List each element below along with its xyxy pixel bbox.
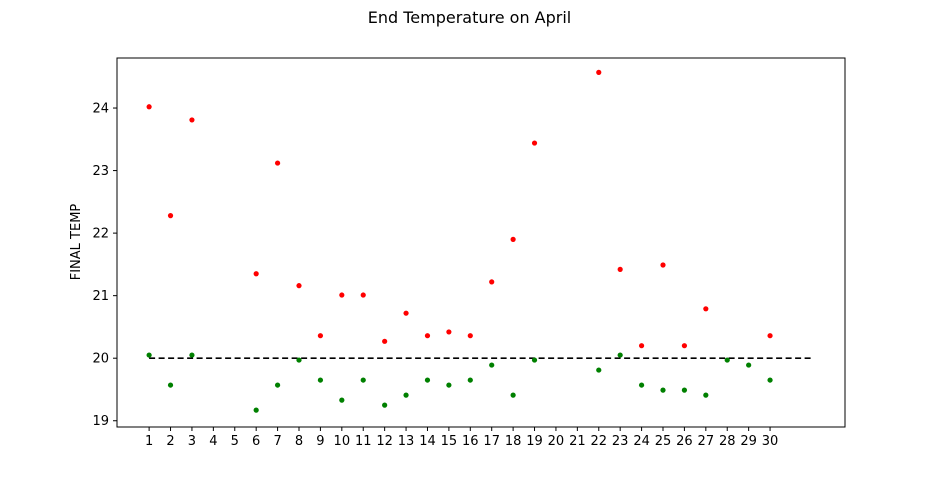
series-2-point [660, 387, 666, 393]
x-tick-label: 1 [145, 434, 153, 449]
series-1-point [167, 213, 174, 219]
y-tick-label: 22 [92, 227, 109, 242]
x-tick-label: 12 [376, 434, 393, 449]
series-2-point [167, 382, 174, 388]
series-1-point [489, 279, 495, 285]
x-tick-label: 6 [252, 434, 260, 449]
x-tick-label: 3 [188, 434, 196, 449]
x-tick-label: 24 [633, 434, 650, 449]
y-tick-label: 23 [92, 164, 109, 179]
x-tick-label: 5 [231, 434, 239, 449]
series-1-point [296, 283, 302, 289]
series-1-point [339, 292, 345, 298]
series-2-point [296, 357, 302, 363]
series-2-point [360, 377, 366, 383]
x-tick-label: 20 [548, 434, 565, 449]
x-tick-label: 28 [719, 434, 736, 449]
series-2-point [510, 392, 516, 398]
series-2-point [746, 362, 752, 368]
series-2-point [253, 407, 259, 413]
x-tick-label: 11 [355, 434, 372, 449]
x-tick-label: 18 [505, 434, 522, 449]
x-tick-label: 26 [676, 434, 693, 449]
series-1-point [189, 117, 195, 123]
y-tick-label: 19 [92, 414, 109, 429]
series-2-point [317, 377, 324, 383]
y-axis-label: FINAL TEMP [69, 204, 84, 281]
series-1-point [403, 310, 409, 316]
series-1-point [617, 266, 623, 272]
series-2-point [638, 382, 645, 388]
x-tick-label: 22 [590, 434, 607, 449]
series-1-point [703, 306, 709, 312]
x-tick-label: 30 [762, 434, 779, 449]
series-2-point [531, 357, 538, 363]
y-tick-label: 24 [92, 102, 109, 117]
series-1-point [510, 236, 516, 242]
series-2-point [767, 377, 773, 383]
series-1-point [360, 292, 366, 298]
series-2-point [703, 392, 709, 398]
series-2-point [446, 382, 452, 388]
series-1-point [596, 69, 602, 75]
series-2-point [724, 357, 730, 363]
x-tick-label: 16 [462, 434, 479, 449]
series-2-point [189, 352, 195, 358]
y-tick-label: 21 [92, 289, 109, 304]
y-tick-label: 20 [92, 352, 109, 367]
series-1-point [446, 329, 452, 335]
x-tick-label: 9 [316, 434, 324, 449]
series-1-point [317, 333, 324, 339]
series-2-point [382, 402, 388, 408]
series-2-point [274, 382, 281, 388]
plot-frame [116, 57, 846, 428]
x-tick-label: 29 [740, 434, 757, 449]
series-2-point [596, 367, 602, 373]
x-tick-label: 15 [441, 434, 458, 449]
series-2-point [424, 377, 431, 383]
series-1-point [467, 333, 473, 339]
series-1-point [424, 333, 431, 339]
x-tick-label: 14 [419, 434, 436, 449]
x-tick-label: 7 [273, 434, 281, 449]
x-tick-label: 25 [655, 434, 672, 449]
chart-title: End Temperature on April [368, 8, 572, 27]
series-1-point [681, 343, 688, 349]
series-2-point [467, 377, 473, 383]
series-1-point [146, 104, 152, 110]
x-tick-label: 8 [295, 434, 303, 449]
series-1-point [253, 271, 259, 277]
series-2-point [681, 387, 688, 393]
series-1-point [382, 338, 388, 344]
series-1-point [531, 140, 538, 146]
series-2-point [339, 397, 345, 403]
series-1-point [274, 160, 281, 166]
x-tick-label: 10 [334, 434, 351, 449]
x-tick-label: 19 [526, 434, 543, 449]
series-2-point [146, 352, 152, 358]
x-tick-label: 23 [612, 434, 629, 449]
x-tick-label: 4 [209, 434, 217, 449]
x-tick-label: 17 [483, 434, 500, 449]
x-tick-label: 21 [569, 434, 586, 449]
series-2-point [617, 352, 623, 358]
x-tick-label: 2 [166, 434, 174, 449]
x-tick-label: 27 [698, 434, 715, 449]
plot-area [113, 69, 813, 431]
series-1-point [767, 333, 773, 339]
series-2-point [489, 362, 495, 368]
x-tick-label: 13 [398, 434, 415, 449]
series-2-point [403, 392, 409, 398]
series-1-point [660, 262, 666, 268]
series-1-point [638, 343, 645, 349]
